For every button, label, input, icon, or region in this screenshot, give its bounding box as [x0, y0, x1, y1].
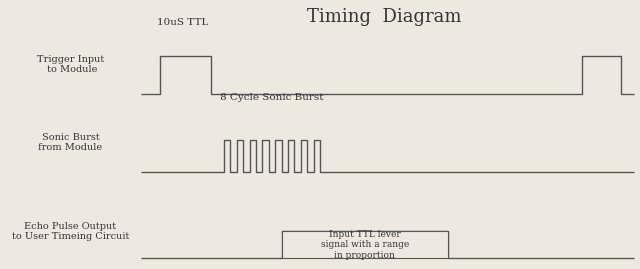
- Text: Echo Pulse Output
to User Timeing Circuit: Echo Pulse Output to User Timeing Circui…: [12, 222, 129, 241]
- FancyBboxPatch shape: [282, 231, 448, 258]
- Text: Trigger Input
 to Module: Trigger Input to Module: [36, 55, 104, 74]
- Text: Sonic Burst
from Module: Sonic Burst from Module: [38, 133, 102, 152]
- Text: Input TTL lever
signal with a range
in proportion: Input TTL lever signal with a range in p…: [321, 230, 409, 260]
- Text: 8 Cycle Sonic Burst: 8 Cycle Sonic Burst: [220, 93, 324, 102]
- Text: 10uS TTL: 10uS TTL: [157, 18, 208, 27]
- Text: Timing  Diagram: Timing Diagram: [307, 8, 461, 26]
